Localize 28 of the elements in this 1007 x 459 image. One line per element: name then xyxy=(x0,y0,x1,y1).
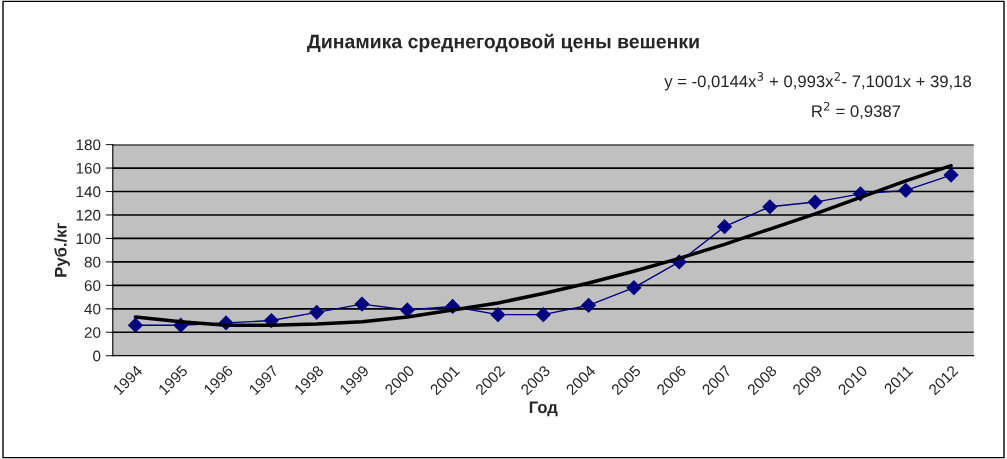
y-tick-label: 40 xyxy=(84,303,101,315)
y-tick-label: 160 xyxy=(76,162,101,174)
text: y = -0,0144x$^{3}$ + 0,993x$^{2}$- 7,1001x + 39,18 xyxy=(664,72,972,91)
point xyxy=(807,194,823,210)
x-axis-title: Год xyxy=(529,401,558,417)
y-tick-label: 80 xyxy=(84,256,101,268)
y-tick-label: 100 xyxy=(76,233,101,245)
y-tick-label: 180 xyxy=(76,139,101,151)
point xyxy=(309,304,325,320)
y-tick-label: 140 xyxy=(76,186,101,198)
y-tick-label: 20 xyxy=(84,327,101,338)
text: R$^{2}$ = 0,9387 xyxy=(812,101,901,120)
point xyxy=(717,219,732,235)
y-tick-label: 120 xyxy=(76,209,101,221)
point xyxy=(128,317,143,333)
y-tick-label: 0 xyxy=(93,350,101,362)
point xyxy=(399,302,415,318)
point xyxy=(581,297,596,313)
point xyxy=(898,182,914,198)
point xyxy=(626,280,642,296)
chart-title: Динамика среднегодовой цены вешенки xyxy=(307,33,699,53)
point xyxy=(762,199,778,215)
point xyxy=(354,296,370,312)
y-tick-label: 60 xyxy=(84,280,101,292)
point xyxy=(943,167,959,183)
point xyxy=(535,307,551,323)
y-axis-title: Руб./кг xyxy=(54,222,70,277)
point xyxy=(490,307,506,323)
